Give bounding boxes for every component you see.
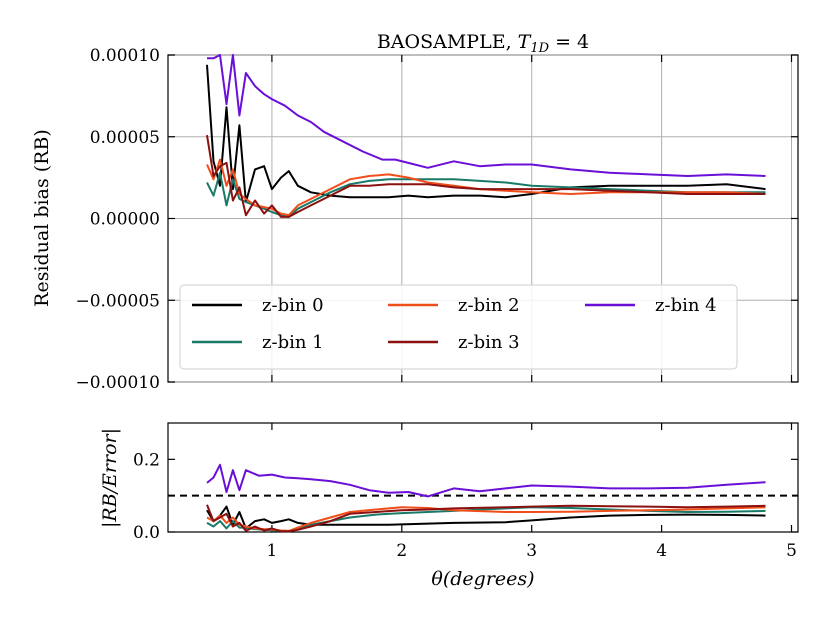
top-series-line-zbin-2 [206,158,766,217]
x-tick-label-0: 1 [267,541,278,561]
x-tick-label-3: 4 [656,541,667,561]
top-panel: −0.00010 −0.00005 0.00000 0.00005 0.00010 BA… [31,31,799,393]
legend-label-zbin-0: z-bin 0 [262,295,324,316]
top-series-line-zbin-1 [206,171,766,218]
top-series-line-zbin-4 [207,54,766,177]
bottom-series-line-zbin-2 [206,506,766,532]
x-tick-label-4: 5 [786,541,797,561]
top-y-tick-label-3: 0.00005 [90,128,160,148]
legend: z-bin 0 z-bin 1 z-bin 2 z-bin 3 z-bin 4 [179,284,738,370]
top-ticks: −0.00010 −0.00005 0.00000 0.00005 0.00010 [75,46,798,393]
top-y-axis-label: Residual bias (RB) [31,129,53,307]
top-y-tick-label-4: 0.00010 [90,46,160,66]
bottom-panel: 1 2 3 4 5 0.0 0.2 |RB/Error| θ(degrees) [99,422,799,590]
top-series-line-zbin-3 [206,134,766,218]
bottom-series-line-zbin-4 [206,463,766,498]
top-y-tick-label-0: −0.00010 [75,373,160,393]
bottom-ticks: 1 2 3 4 5 0.0 0.2 [133,423,798,561]
top-series-lines [206,54,766,218]
top-y-tick-label-1: −0.00005 [75,291,160,311]
bottom-y-axis-label: |RB/Error| [99,428,121,528]
bottom-series-line-zbin-3 [206,504,766,533]
legend-label-zbin-2: z-bin 2 [458,295,520,316]
chart-title: BAOSAMPLE, T1D = 4 [377,31,589,56]
x-axis-label: θ(degrees) [431,568,534,590]
x-tick-label-2: 3 [526,541,537,561]
bottom-y-tick-label-1: 0.2 [133,450,160,470]
bottom-plot-frame [167,422,799,533]
legend-label-zbin-1: z-bin 1 [262,332,324,353]
legend-label-zbin-3: z-bin 3 [458,332,520,353]
bottom-y-tick-label-0: 0.0 [133,523,160,543]
x-tick-label-1: 2 [396,541,407,561]
top-y-tick-label-2: 0.00000 [90,210,160,230]
bottom-series-lines [206,463,766,533]
legend-label-zbin-4: z-bin 4 [655,295,717,316]
